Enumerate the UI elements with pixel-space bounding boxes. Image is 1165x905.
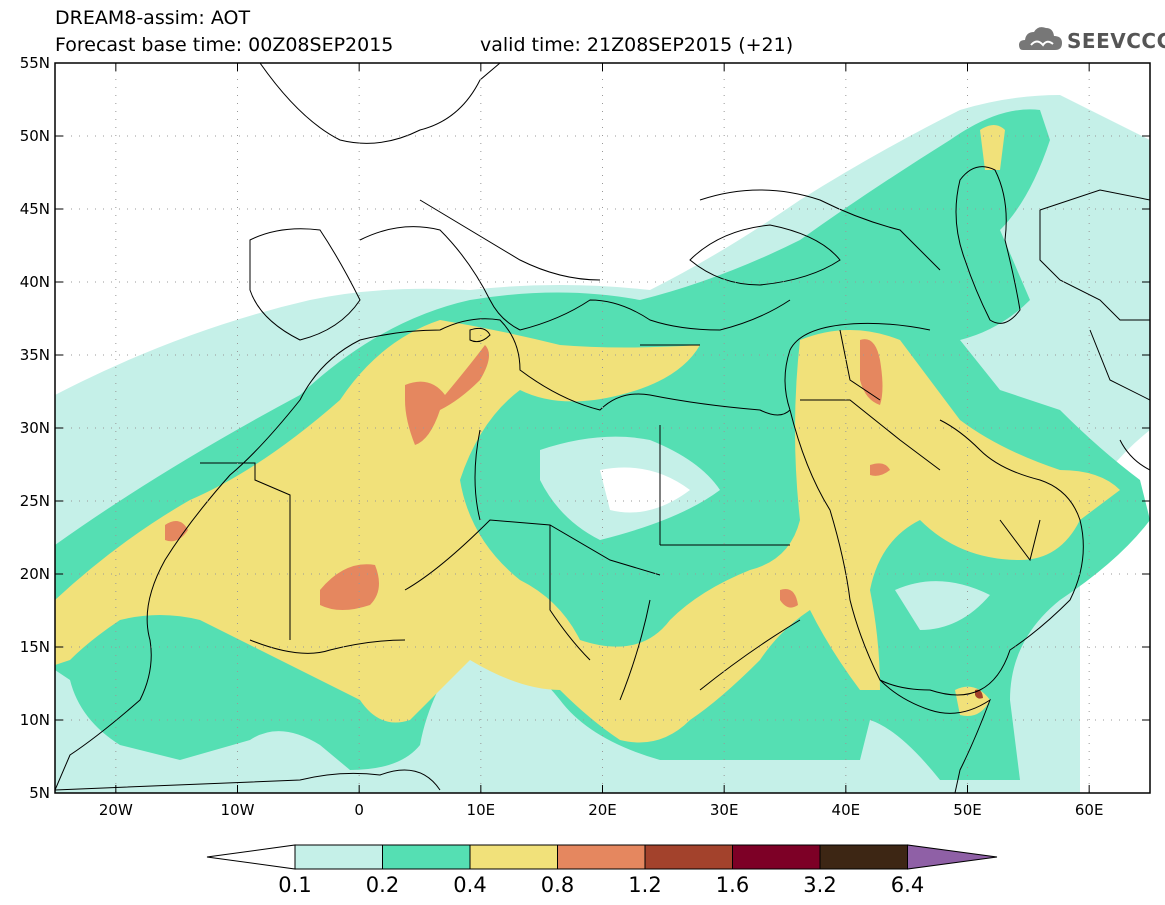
colorbar-segment — [294, 844, 383, 870]
lat-tick-label: 15N — [20, 638, 50, 656]
lat-tick-label: 25N — [20, 492, 50, 510]
colorbar-segment — [557, 844, 646, 870]
colorbar-label: 0.1 — [278, 873, 312, 897]
lat-tick-label: 35N — [20, 346, 50, 364]
lat-tick-label: 40N — [20, 273, 50, 291]
seevccc-logo: SEEVCCC — [1017, 20, 1165, 60]
lat-tick-label: 55N — [20, 54, 50, 72]
colorbar-segment — [732, 844, 821, 870]
colorbar-label: 3.2 — [803, 873, 837, 897]
logo-text: SEEVCCC — [1067, 29, 1165, 53]
colorbar-segment — [469, 844, 558, 870]
colorbar-label: 6.4 — [890, 873, 925, 897]
lon-tick-label: 20W — [99, 801, 133, 819]
colorbar-label: 0.2 — [365, 873, 400, 897]
lon-tick-label: 0 — [354, 801, 364, 819]
lat-tick-label: 10N — [20, 711, 50, 729]
colorbar-segment — [382, 844, 471, 870]
colorbar-label: 0.8 — [540, 873, 575, 897]
colorbar-under-arrow — [206, 844, 296, 870]
lon-tick-label: 10W — [221, 801, 255, 819]
valid-time: valid time: 21Z08SEP2015 (+21) — [480, 34, 794, 56]
lon-tick-label: 60E — [1075, 801, 1104, 819]
lon-tick-label: 30E — [710, 801, 739, 819]
lon-axis: 20W 10W 0 10E 20E 30E 40E 50E 60E — [99, 63, 1104, 819]
lon-tick-label: 20E — [588, 801, 617, 819]
colorbar-label: 1.2 — [628, 873, 662, 897]
colorbar-segment — [819, 844, 908, 870]
coastlines-borders — [55, 63, 1150, 793]
lon-tick-label: 40E — [832, 801, 861, 819]
colorbar-over-arrow — [907, 844, 998, 870]
lat-tick-label: 30N — [20, 419, 50, 437]
lat-axis: 5N 10N 15N 20N 25N 30N 35N 40N 45N 50N 55N — [20, 54, 1150, 802]
lat-tick-label: 50N — [20, 127, 50, 145]
forecast-base-time: Forecast base time: 00Z08SEP2015 — [55, 34, 394, 56]
lon-tick-label: 50E — [953, 801, 982, 819]
lat-tick-label: 5N — [29, 784, 50, 802]
aot-field — [55, 95, 1150, 793]
lon-tick-label: 10E — [467, 801, 496, 819]
colorbar — [206, 844, 998, 870]
lat-tick-label: 20N — [20, 565, 50, 583]
colorbar-label: 1.6 — [715, 873, 750, 897]
colorbar-label: 0.4 — [453, 873, 487, 897]
map-title: DREAM8-assim: AOT — [55, 7, 251, 29]
cloud-icon — [1019, 27, 1062, 50]
colorbar-segment — [644, 844, 733, 870]
lat-tick-label: 45N — [20, 200, 50, 218]
